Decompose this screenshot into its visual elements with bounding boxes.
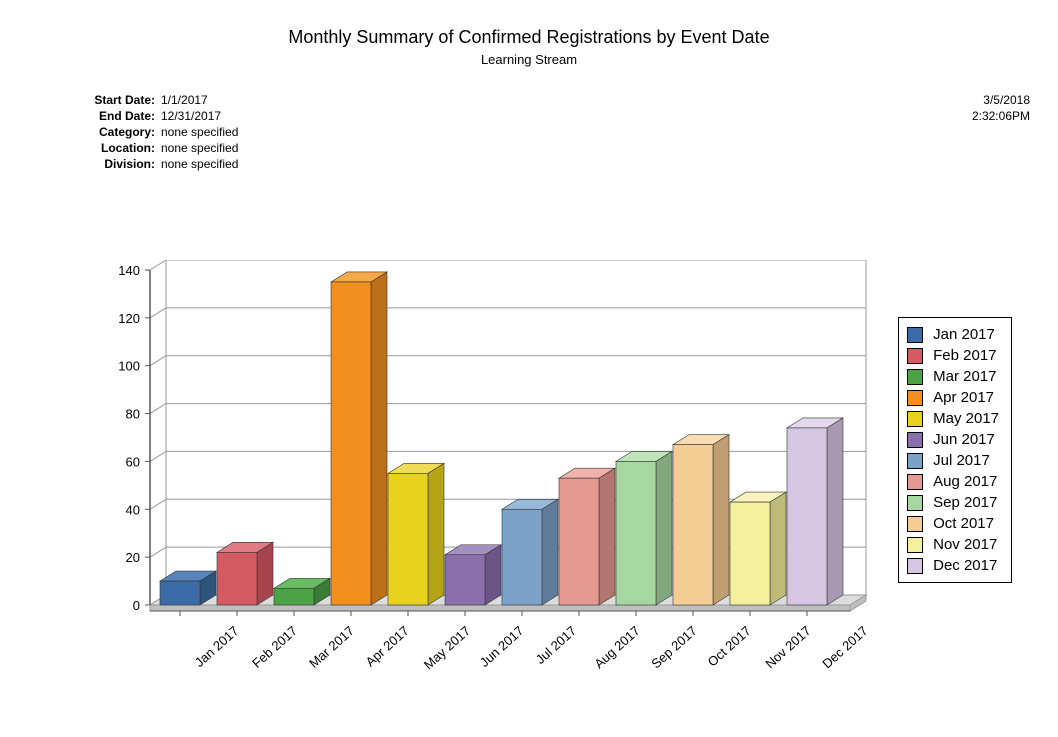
chart-legend: Jan 2017 Feb 2017 Mar 2017 Apr 2017 May 2017… — [898, 317, 1012, 583]
legend-swatch — [907, 537, 923, 553]
legend-label: Jun 2017 — [933, 431, 995, 448]
legend-swatch — [907, 453, 923, 469]
bar — [730, 492, 786, 605]
x-axis-label: Mar 2017 — [306, 623, 357, 671]
legend-item: Mar 2017 — [907, 366, 999, 387]
page-title: Monthly Summary of Confirmed Registratio… — [0, 27, 1058, 48]
bar — [673, 435, 729, 605]
report-timestamp: 3/5/2018 2:32:06PM — [972, 92, 1030, 124]
bar — [331, 272, 387, 605]
svg-text:0: 0 — [133, 598, 140, 613]
legend-swatch — [907, 348, 923, 364]
legend-label: Jan 2017 — [933, 326, 995, 343]
legend-swatch — [907, 369, 923, 385]
x-axis-label: Nov 2017 — [762, 623, 813, 671]
legend-item: Jan 2017 — [907, 324, 999, 345]
legend-swatch — [907, 432, 923, 448]
x-axis-label: Dec 2017 — [819, 623, 870, 671]
start-date-label: Start Date: — [0, 92, 161, 108]
legend-label: Jul 2017 — [933, 452, 990, 469]
category-value: none specified — [161, 124, 238, 140]
bar — [502, 499, 558, 605]
start-date-value: 1/1/2017 — [161, 92, 208, 108]
legend-label: Nov 2017 — [933, 536, 997, 553]
legend-item: Jul 2017 — [907, 450, 999, 471]
timestamp-time: 2:32:06PM — [972, 108, 1030, 124]
legend-item: Apr 2017 — [907, 387, 999, 408]
end-date-value: 12/31/2017 — [161, 108, 221, 124]
legend-label: Dec 2017 — [933, 557, 997, 574]
legend-swatch — [907, 390, 923, 406]
legend-item: Aug 2017 — [907, 471, 999, 492]
legend-label: Aug 2017 — [933, 473, 997, 490]
legend-swatch — [907, 516, 923, 532]
legend-item: Jun 2017 — [907, 429, 999, 450]
timestamp-date: 3/5/2018 — [972, 92, 1030, 108]
legend-item: Nov 2017 — [907, 534, 999, 555]
legend-swatch — [907, 495, 923, 511]
legend-label: May 2017 — [933, 410, 999, 427]
report-parameters: Start Date:1/1/2017 End Date:12/31/2017 … — [0, 92, 238, 172]
bar — [217, 542, 273, 605]
svg-text:40: 40 — [126, 502, 140, 517]
legend-swatch — [907, 558, 923, 574]
bar — [787, 418, 843, 605]
x-axis-label: Feb 2017 — [249, 623, 300, 671]
legend-label: Mar 2017 — [933, 368, 996, 385]
bar — [616, 451, 672, 605]
x-axis-label: May 2017 — [421, 623, 473, 672]
legend-swatch — [907, 474, 923, 490]
report-page: { "title": "Monthly Summary of Confirmed… — [0, 0, 1058, 737]
svg-text:120: 120 — [118, 311, 140, 326]
end-date-label: End Date: — [0, 108, 161, 124]
legend-label: Feb 2017 — [933, 347, 996, 364]
legend-item: Feb 2017 — [907, 345, 999, 366]
legend-item: Dec 2017 — [907, 555, 999, 576]
bar — [160, 571, 216, 605]
legend-swatch — [907, 411, 923, 427]
svg-text:100: 100 — [118, 359, 140, 374]
legend-item: May 2017 — [907, 408, 999, 429]
division-value: none specified — [161, 156, 238, 172]
category-label: Category: — [0, 124, 161, 140]
svg-text:60: 60 — [126, 454, 140, 469]
page-subtitle: Learning Stream — [0, 52, 1058, 67]
legend-swatch — [907, 327, 923, 343]
division-label: Division: — [0, 156, 161, 172]
bar — [445, 545, 501, 605]
legend-label: Oct 2017 — [933, 515, 994, 532]
chart-canvas: 0 20 40 60 80 100 120 140 — [90, 260, 880, 630]
x-axis-label: Sep 2017 — [648, 623, 699, 671]
legend-label: Sep 2017 — [933, 494, 997, 511]
legend-item: Sep 2017 — [907, 492, 999, 513]
x-axis-label: Jun 2017 — [477, 623, 527, 670]
bar — [559, 468, 615, 605]
location-label: Location: — [0, 140, 161, 156]
location-value: none specified — [161, 140, 238, 156]
legend-item: Oct 2017 — [907, 513, 999, 534]
x-axis-label: Aug 2017 — [591, 623, 642, 671]
svg-text:140: 140 — [118, 263, 140, 278]
svg-text:20: 20 — [126, 550, 140, 565]
bar-chart: 020406080100120140 Jan 2017Feb 2017Mar 2… — [90, 260, 880, 633]
svg-text:80: 80 — [126, 407, 140, 422]
legend-label: Apr 2017 — [933, 389, 994, 406]
bar — [388, 463, 444, 605]
x-axis-label: Jan 2017 — [192, 623, 242, 670]
